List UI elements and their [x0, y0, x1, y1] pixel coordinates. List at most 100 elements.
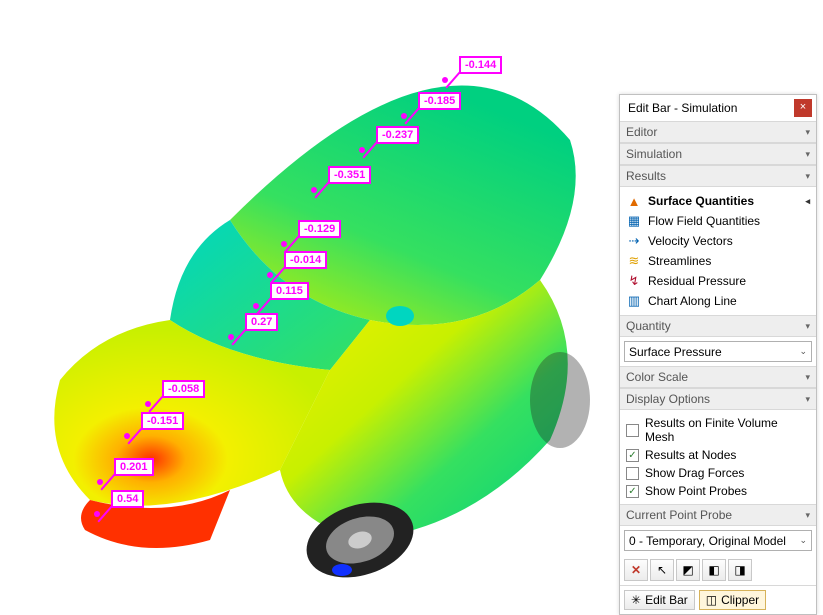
chevron-down-icon: ▾: [805, 372, 810, 383]
chevron-down-icon: ▾: [805, 149, 810, 160]
display-option-label: Results at Nodes: [645, 448, 736, 462]
section-color-scale-label: Color Scale: [626, 370, 805, 384]
probe-label[interactable]: -0.237: [376, 126, 419, 144]
display-option-row: Results on Finite Volume Mesh: [624, 414, 812, 446]
quantity-select-value: Surface Pressure: [629, 345, 799, 359]
section-current-probe[interactable]: Current Point Probe ▾: [620, 504, 816, 526]
panel-titlebar: Edit Bar - Simulation ×: [620, 95, 816, 121]
display-option-label: Show Point Probes: [645, 484, 747, 498]
results-item-strm[interactable]: ≋ Streamlines: [622, 251, 814, 271]
section-quantity[interactable]: Quantity ▾: [620, 315, 816, 337]
delete-probe-button[interactable]: ✕: [624, 559, 648, 581]
probe-select[interactable]: 0 - Temporary, Original Model ⌄: [624, 530, 812, 551]
section-color-scale[interactable]: Color Scale ▾: [620, 366, 816, 388]
chevron-down-icon: ▾: [805, 171, 810, 182]
edit-bar-panel: Edit Bar - Simulation × Editor ▾ Simulat…: [619, 94, 817, 615]
section-current-probe-label: Current Point Probe: [626, 508, 805, 522]
section-display-options-label: Display Options: [626, 392, 805, 406]
probe-label[interactable]: -0.144: [459, 56, 502, 74]
probe-dot[interactable]: [281, 241, 287, 247]
probe-select-value: 0 - Temporary, Original Model: [629, 534, 799, 548]
footer-tabs: ✳ Edit Bar ◫ Clipper: [620, 585, 816, 614]
chevron-down-icon: ▾: [805, 510, 810, 521]
strm-icon: ≋: [626, 253, 642, 269]
results-list: ▲ Surface Quantities ◂ ▦ Flow Field Quantiti…: [620, 187, 816, 315]
results-item-label: Surface Quantities: [648, 194, 754, 208]
checkbox[interactable]: ✓: [626, 449, 639, 462]
probe-label[interactable]: -0.014: [284, 251, 327, 269]
probe-tool-button-3[interactable]: ◨: [728, 559, 752, 581]
resid-icon: ↯: [626, 273, 642, 289]
section-results[interactable]: Results ▾: [620, 165, 816, 187]
section-results-label: Results: [626, 169, 805, 183]
chevron-down-icon: ▾: [805, 127, 810, 138]
results-item-label: Chart Along Line: [648, 294, 737, 308]
probe-dot[interactable]: [401, 113, 407, 119]
display-option-row: ✓ Show Point Probes: [624, 482, 812, 500]
probe-label[interactable]: 0.115: [270, 282, 309, 300]
probe-dot[interactable]: [97, 479, 103, 485]
display-option-row: Show Drag Forces: [624, 464, 812, 482]
probe-dot[interactable]: [311, 187, 317, 193]
chart-icon: ▥: [626, 293, 642, 309]
probe-dot[interactable]: [94, 511, 100, 517]
results-item-label: Streamlines: [648, 254, 711, 268]
section-editor-label: Editor: [626, 125, 805, 139]
probe-label[interactable]: -0.058: [162, 380, 205, 398]
surf-icon: ▲: [626, 193, 642, 209]
probe-label[interactable]: -0.151: [141, 412, 184, 430]
clipper-tab[interactable]: ◫ Clipper: [699, 590, 766, 610]
active-indicator-icon: ◂: [805, 196, 810, 207]
probe-dot[interactable]: [228, 334, 234, 340]
edit-bar-tab-label: Edit Bar: [645, 593, 688, 607]
dropdown-icon: ⌄: [799, 535, 807, 546]
results-item-resid[interactable]: ↯ Residual Pressure: [622, 271, 814, 291]
quantity-select[interactable]: Surface Pressure ⌄: [624, 341, 812, 362]
probe-label[interactable]: 0.54: [111, 490, 144, 508]
probe-label[interactable]: 0.201: [114, 458, 154, 476]
clipper-icon: ◫: [706, 593, 717, 607]
display-options-list: Results on Finite Volume Mesh ✓ Results at…: [620, 410, 816, 504]
probe-tool-button-2[interactable]: ◧: [702, 559, 726, 581]
display-option-row: ✓ Results at Nodes: [624, 446, 812, 464]
probe-tool-button-1[interactable]: ◩: [676, 559, 700, 581]
section-quantity-label: Quantity: [626, 319, 805, 333]
section-simulation[interactable]: Simulation ▾: [620, 143, 816, 165]
display-option-label: Show Drag Forces: [645, 466, 744, 480]
results-item-vect[interactable]: ⇢Velocity Vectors: [622, 231, 814, 251]
probe-dot[interactable]: [253, 303, 259, 309]
section-display-options[interactable]: Display Options ▾: [620, 388, 816, 410]
dropdown-icon: ⌄: [799, 346, 807, 357]
probe-dot[interactable]: [267, 272, 273, 278]
checkbox[interactable]: [626, 424, 639, 437]
chevron-down-icon: ▾: [805, 394, 810, 405]
probe-toolbar: ✕ ↖ ◩ ◧ ◨: [620, 555, 816, 585]
results-item-label: Velocity Vectors: [648, 234, 733, 248]
panel-title-text: Edit Bar - Simulation: [628, 101, 794, 115]
results-item-label: Flow Field Quantities: [648, 214, 760, 228]
chevron-down-icon: ▾: [805, 321, 810, 332]
results-item-flow[interactable]: ▦ Flow Field Quantities: [622, 211, 814, 231]
display-option-label: Results on Finite Volume Mesh: [645, 416, 810, 444]
probe-label[interactable]: -0.351: [328, 166, 371, 184]
close-icon[interactable]: ×: [794, 99, 812, 117]
results-item-label: Residual Pressure: [648, 274, 746, 288]
probe-dot[interactable]: [145, 401, 151, 407]
probe-label[interactable]: -0.129: [298, 220, 341, 238]
section-simulation-label: Simulation: [626, 147, 805, 161]
gear-icon: ✳: [631, 593, 641, 607]
probe-label[interactable]: 0.27: [245, 313, 278, 331]
probe-dot[interactable]: [359, 147, 365, 153]
results-item-surf[interactable]: ▲ Surface Quantities ◂: [622, 191, 814, 211]
section-editor[interactable]: Editor ▾: [620, 121, 816, 143]
checkbox[interactable]: [626, 467, 639, 480]
results-item-chart[interactable]: ▥ Chart Along Line: [622, 291, 814, 311]
clipper-tab-label: Clipper: [721, 593, 759, 607]
checkbox[interactable]: ✓: [626, 485, 639, 498]
flow-icon: ▦: [626, 213, 642, 229]
probe-dot[interactable]: [124, 433, 130, 439]
probe-label[interactable]: -0.185: [418, 92, 461, 110]
edit-bar-tab[interactable]: ✳ Edit Bar: [624, 590, 695, 610]
select-probe-button[interactable]: ↖: [650, 559, 674, 581]
probe-dot[interactable]: [442, 77, 448, 83]
